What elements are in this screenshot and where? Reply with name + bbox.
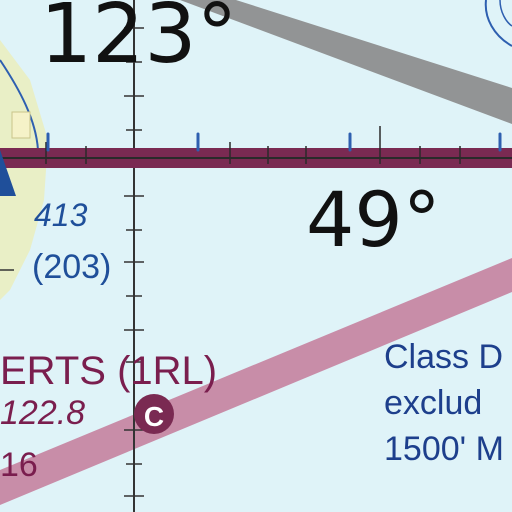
contour-line-2 <box>499 0 512 27</box>
obstacle-msl: 413 <box>34 197 88 233</box>
obstacle-agl: (203) <box>32 248 111 286</box>
airport-frequency: 122.8 <box>0 394 85 432</box>
parallel-label: 49° <box>306 175 441 264</box>
airspace-note-line-2: exclud <box>384 384 482 422</box>
airspace-note-line-3: 1500' M <box>384 430 504 468</box>
contour-line <box>484 0 512 47</box>
airway-gray-band <box>180 0 512 124</box>
meridian-label: 123° <box>40 0 238 82</box>
airport-name: ERTS (1RL) <box>0 349 217 393</box>
terrain-area <box>0 40 48 300</box>
airspace-note-line-1: Class D <box>384 338 503 376</box>
ctaf-circle-icon: C <box>134 394 174 434</box>
obstacle-tower-icon <box>0 150 16 196</box>
airway-pink-band <box>0 258 512 505</box>
meridian-ticks <box>124 27 144 497</box>
airport-extra: 16 <box>0 446 38 484</box>
ctaf-symbol: C <box>144 401 164 432</box>
terrain-pale-block <box>11 111 31 139</box>
parallel-ticks <box>45 126 461 164</box>
terrain-outline <box>0 59 39 151</box>
blue-ticks <box>46 132 502 152</box>
